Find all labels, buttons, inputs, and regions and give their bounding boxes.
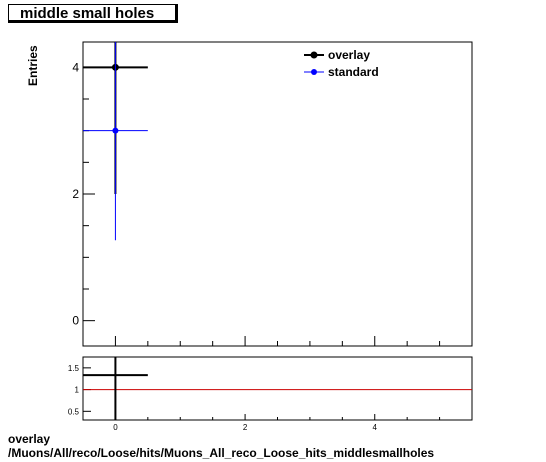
- y-axis-label: Entries: [26, 45, 40, 86]
- main-y-tick-label: 2: [72, 187, 79, 201]
- ratio-point: [83, 357, 148, 420]
- series-standard-point: [83, 42, 148, 241]
- footer-line-2: /Muons/All/reco/Loose/hits/Muons_All_rec…: [8, 446, 435, 460]
- series-standard-marker: [112, 127, 119, 134]
- ratio-y-tick-label: 1: [75, 386, 80, 395]
- ratio-y-tick-label: 1.5: [68, 364, 80, 373]
- main-y-tick-label: 0: [72, 314, 79, 328]
- legend: overlay standard: [304, 48, 379, 79]
- ratio-series-group: [83, 357, 148, 420]
- ratio-plot-frame: [82, 356, 473, 421]
- ratio-x-tick-label: 0: [113, 423, 118, 432]
- ratio-x-tick-label: 4: [373, 423, 378, 432]
- legend-standard-label: standard: [328, 65, 379, 79]
- legend-overlay-marker: [310, 51, 318, 59]
- main-y-axis: 0 2 4: [72, 60, 473, 346]
- legend-overlay-label: overlay: [328, 48, 370, 62]
- ratio-x-tick-label: 2: [243, 423, 248, 432]
- ratio-axes: 0.5 1 1.5 0 2 4: [68, 364, 473, 432]
- footer-line-1: overlay: [8, 432, 51, 446]
- title-box: [8, 4, 178, 23]
- main-plot-frame: [82, 41, 473, 347]
- chart-title: middle small holes: [20, 5, 155, 22]
- main-y-tick-label: 4: [72, 60, 79, 74]
- legend-standard-marker: [311, 69, 317, 75]
- main-series-group: [83, 42, 148, 241]
- ratio-y-tick-label: 0.5: [68, 407, 80, 416]
